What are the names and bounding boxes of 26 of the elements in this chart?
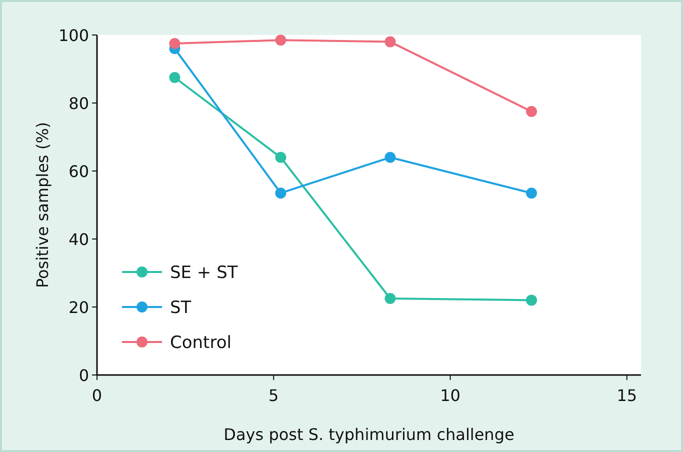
x-tick-label: 10 — [440, 386, 460, 405]
y-tick-label: 80 — [68, 94, 89, 113]
x-tick-label: 15 — [616, 386, 638, 405]
point — [384, 152, 396, 163]
legend-label: ST — [170, 298, 192, 318]
point — [384, 293, 396, 304]
point — [169, 38, 180, 49]
point — [275, 152, 286, 163]
legend-label: Control — [170, 333, 232, 353]
x-tick-label: 0 — [92, 386, 102, 405]
y-tick-label: 40 — [68, 230, 89, 249]
point — [526, 188, 537, 199]
y-axis-title: Positive samples (%) — [33, 122, 52, 288]
x-tick-label: 5 — [268, 386, 279, 405]
y-tick-label: 20 — [68, 298, 89, 317]
x-axis-title: Days post S. typhimurium challenge — [224, 425, 514, 444]
y-tick-label: 0 — [78, 366, 89, 385]
point — [275, 34, 286, 46]
legend-label: SE + ST — [170, 263, 238, 283]
y-tick-label: 60 — [68, 162, 89, 181]
point — [169, 72, 180, 83]
point — [526, 106, 537, 117]
point — [275, 188, 286, 199]
y-tick-label: 100 — [58, 26, 89, 45]
point — [384, 36, 396, 48]
point — [526, 294, 537, 306]
